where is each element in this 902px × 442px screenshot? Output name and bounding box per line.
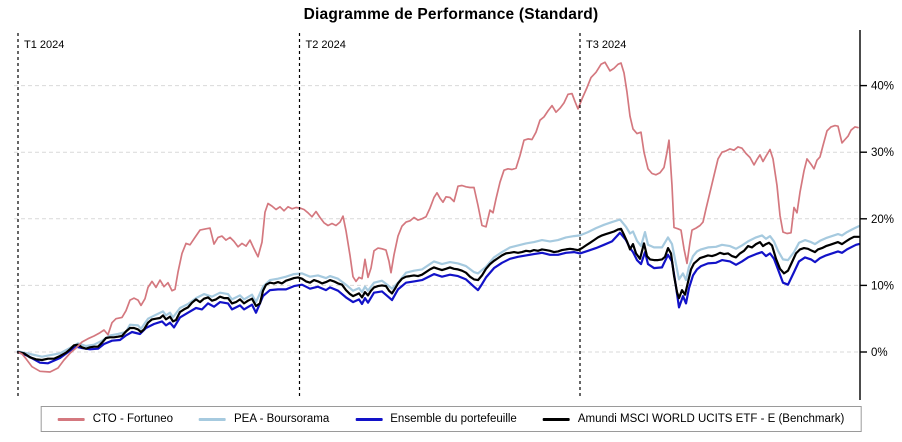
legend-label-cto: CTO - Fortuneo [92,413,174,425]
legend-label-benchmark: Amundi MSCI WORLD UCITS ETF - E (Benchma… [577,413,845,425]
y-axis-tick-label: 40% [871,81,894,93]
quarter-marker-label-2: T2 2024 [306,39,346,51]
y-axis-tick-label: 30% [871,147,894,159]
legend-label-pea: PEA - Boursorama [234,413,330,425]
series-line-pea-boursorama [16,218,861,358]
legend-label-portefeuille: Ensemble du portefeuille [390,413,517,425]
legend-item-ensemble-portefeuille[interactable]: Ensemble du portefeuille [355,413,517,425]
y-axis-tick-label: 0% [871,347,888,359]
legend-swatch-cto [57,417,85,421]
chart-title: Diagramme de Performance (Standard) [303,6,599,23]
chart-legend: CTO - Fortuneo PEA - Boursorama Ensemble… [40,406,862,432]
legend-swatch-pea [199,417,227,421]
series-line-amundi-msci-world-ucits-etf-e-benchmark [16,227,861,362]
series-line-cto-fortuneo [17,61,859,373]
legend-item-cto-fortuneo[interactable]: CTO - Fortuneo [57,413,174,425]
quarter-marker-label-1: T1 2024 [24,39,64,51]
legend-swatch-portefeuille [355,417,383,421]
legend-item-benchmark[interactable]: Amundi MSCI WORLD UCITS ETF - E (Benchma… [542,413,845,425]
legend-item-pea-boursorama[interactable]: PEA - Boursorama [199,413,329,425]
legend-swatch-benchmark [542,417,570,421]
y-axis-tick-label: 20% [871,214,894,226]
quarter-marker-label-3: T3 2024 [586,39,626,51]
y-axis-tick-label: 10% [871,280,894,292]
series-line-ensemble-du-portefeuille [16,231,861,365]
